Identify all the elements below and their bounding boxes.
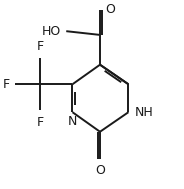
Text: F: F xyxy=(37,116,44,129)
Text: N: N xyxy=(68,115,77,128)
Text: HO: HO xyxy=(42,25,61,38)
Text: F: F xyxy=(37,40,44,53)
Text: F: F xyxy=(2,78,9,91)
Text: O: O xyxy=(105,3,115,16)
Text: NH: NH xyxy=(135,106,154,119)
Text: O: O xyxy=(95,164,105,177)
